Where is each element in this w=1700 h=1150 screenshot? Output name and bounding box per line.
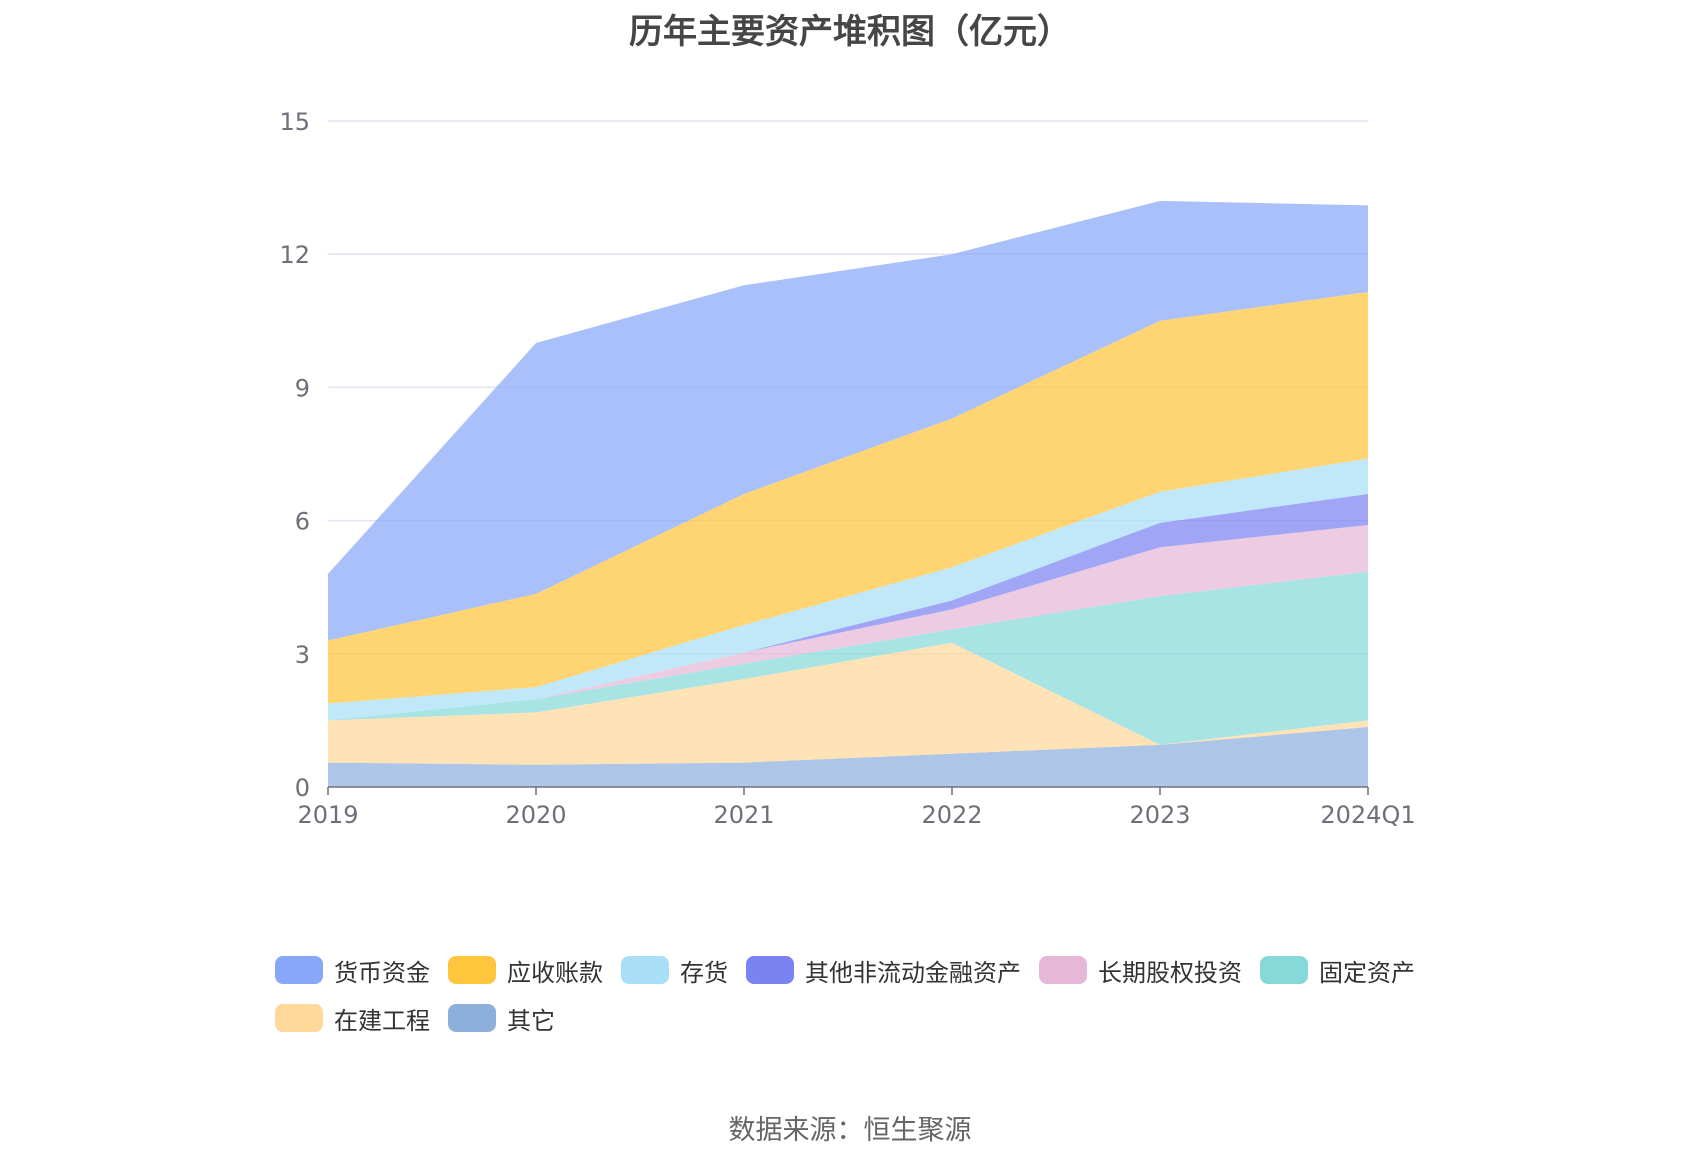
legend-label: 其他非流动金融资产 (805, 958, 1021, 987)
data-source: 数据来源：恒生聚源 (728, 1115, 972, 1146)
legend: 货币资金 应收账款 存货 其他非流动金融资产 长期股权投资 固定资产在建工程 其它 (275, 955, 1525, 1051)
area-series-存货[interactable] (328, 458, 1368, 721)
x-tick-label: 2020 (505, 801, 566, 829)
legend-swatch (448, 956, 496, 984)
legend-item[interactable]: 固定资产 (1260, 955, 1415, 987)
legend-item[interactable]: 其他非流动金融资产 (746, 955, 1021, 987)
y-tick-label: 6 (295, 508, 310, 536)
legend-swatch (1260, 956, 1308, 984)
legend-label: 应收账款 (507, 958, 603, 987)
area-series-货币资金[interactable] (328, 200, 1368, 641)
y-tick-label: 9 (295, 374, 310, 402)
x-tick-label: 2024Q1 (1320, 801, 1415, 829)
legend-label: 固定资产 (1319, 958, 1415, 987)
legend-label: 货币资金 (334, 958, 430, 987)
area-series-固定资产[interactable] (328, 571, 1368, 745)
y-tick-label: 3 (295, 641, 310, 669)
area-series-长期股权投资[interactable] (328, 525, 1368, 721)
legend-label: 在建工程 (334, 1006, 430, 1035)
area-series-其它[interactable] (328, 727, 1368, 787)
y-tick-label: 15 (279, 108, 310, 136)
area-series-应收账款[interactable] (328, 291, 1368, 704)
area-series (328, 200, 1368, 787)
x-tick-label: 2022 (921, 801, 982, 829)
legend-label: 其它 (507, 1006, 555, 1035)
chart-title: 历年主要资产堆积图（亿元） (629, 12, 1071, 52)
area-series-在建工程[interactable] (328, 642, 1368, 765)
legend-swatch (275, 956, 323, 984)
legend-swatch (275, 1004, 323, 1032)
legend-label: 长期股权投资 (1098, 958, 1242, 987)
y-tick-label: 12 (279, 241, 310, 269)
legend-item[interactable]: 应收账款 (448, 955, 603, 987)
legend-item[interactable]: 货币资金 (275, 955, 430, 987)
y-tick-label: 0 (295, 774, 310, 802)
area-series-其他非流动金融资产[interactable] (328, 493, 1368, 721)
x-tick-label: 2019 (297, 801, 358, 829)
legend-item[interactable]: 存货 (621, 955, 728, 987)
x-tick-label: 2023 (1129, 801, 1190, 829)
legend-swatch (746, 956, 794, 984)
stacked-area-chart: 0 3 6 9 12 15 2019 2020 2021 2022 2023 2024Q1 (279, 108, 1415, 829)
legend-item[interactable]: 长期股权投资 (1039, 955, 1242, 987)
legend-swatch (1039, 956, 1087, 984)
legend-label: 存货 (680, 958, 728, 987)
axes: 0 3 6 9 12 15 2019 2020 2021 2022 2023 2024Q1 (279, 108, 1415, 829)
legend-item[interactable]: 在建工程 (275, 1003, 430, 1035)
x-tick-label: 2021 (713, 801, 774, 829)
legend-swatch (621, 956, 669, 984)
legend-item[interactable]: 其它 (448, 1003, 555, 1035)
legend-swatch (448, 1004, 496, 1032)
